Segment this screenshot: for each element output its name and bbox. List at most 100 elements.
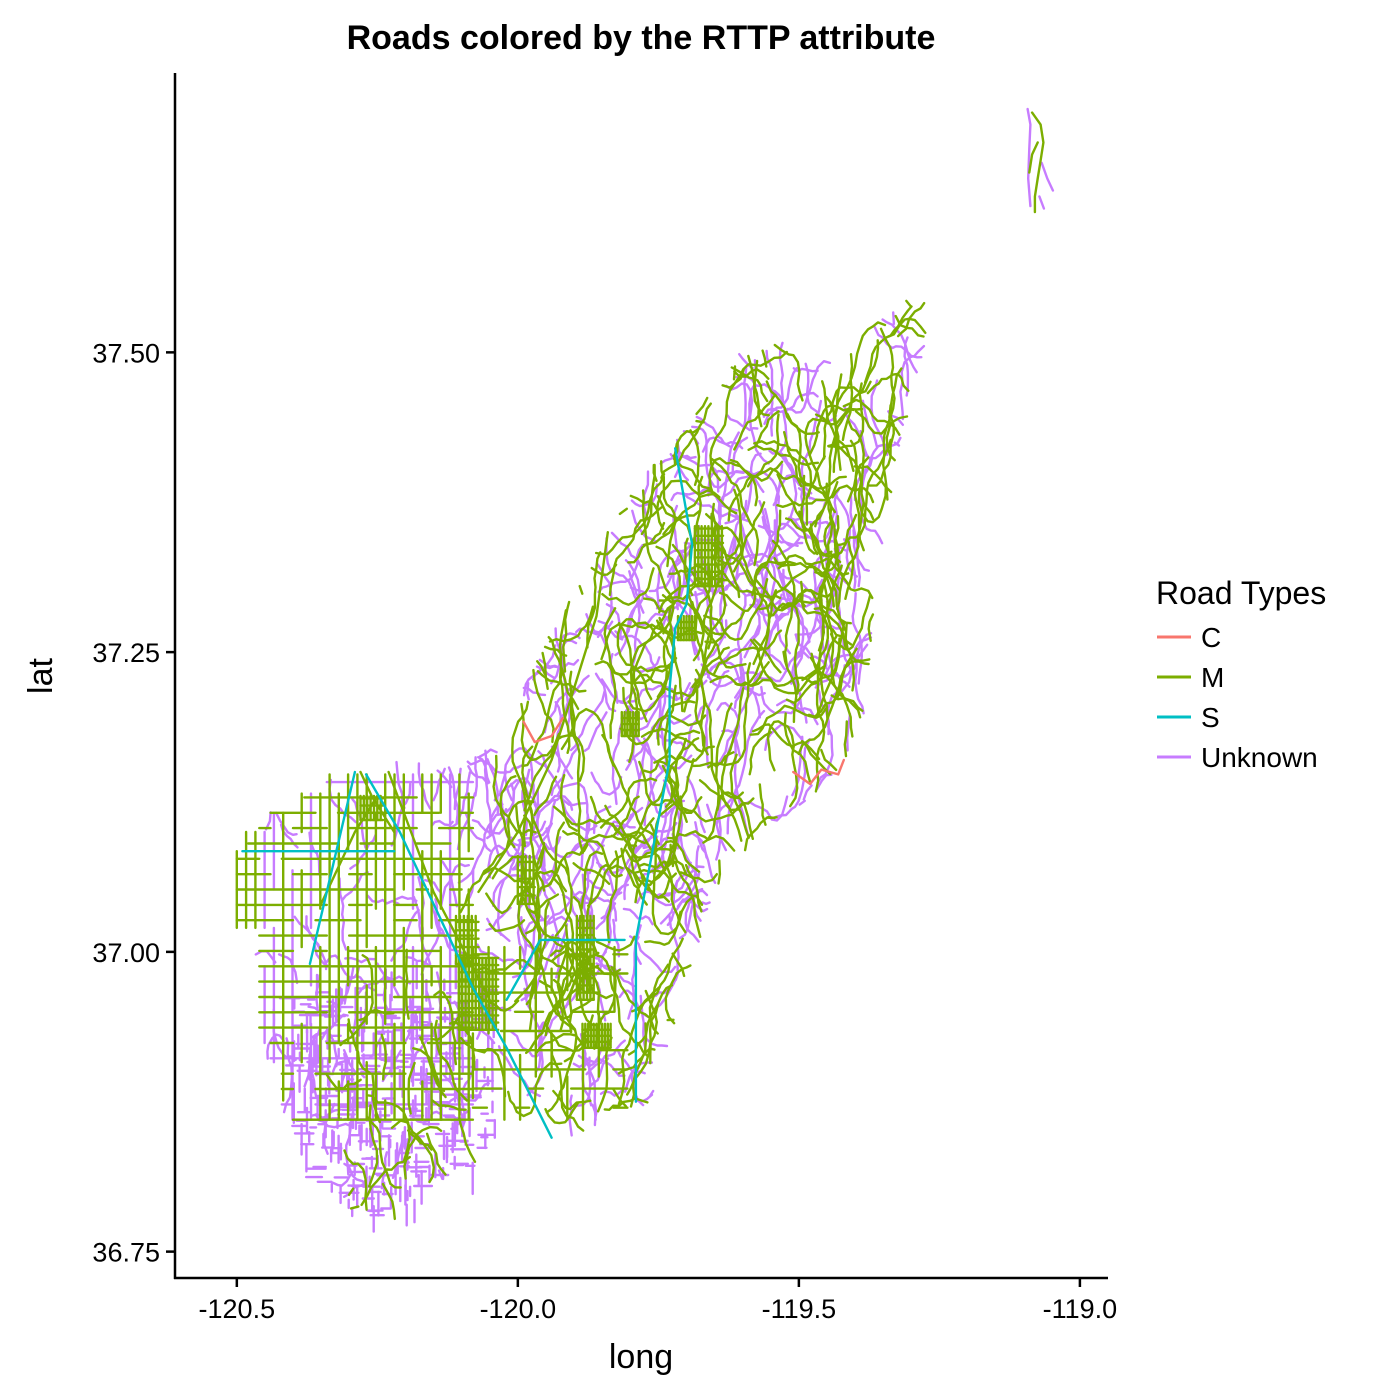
- road-segment: [827, 442, 888, 524]
- road-segment: [424, 878, 442, 894]
- y-tick-label: 37.25: [92, 638, 160, 668]
- road-segment: [365, 1115, 402, 1189]
- road-segment: [319, 794, 379, 906]
- road-segment: [672, 454, 717, 498]
- road-segment: [536, 946, 587, 994]
- road-segment: [349, 1205, 360, 1210]
- road-segment: [308, 770, 357, 966]
- road-segment: [797, 647, 858, 756]
- road-segment: [320, 1013, 349, 1041]
- road-segment: [367, 1094, 411, 1162]
- road-series-s-main: [241, 447, 694, 1139]
- road-segment: [482, 866, 531, 893]
- road-series-m: [235, 111, 1045, 1221]
- road-segment: [601, 733, 660, 845]
- road-segment: [549, 940, 621, 976]
- road-segment: [765, 653, 799, 695]
- road-segment: [381, 1182, 396, 1221]
- road-segment: [843, 720, 848, 758]
- road-segment: [629, 1022, 648, 1108]
- road-segment: [561, 949, 592, 994]
- road-segment: [559, 774, 578, 832]
- road-segment: [395, 760, 406, 810]
- road-segment: [749, 638, 826, 695]
- road-segment: [699, 678, 709, 756]
- road-segment: [853, 436, 902, 502]
- road-segment: [656, 619, 684, 713]
- road-segment: [610, 965, 659, 1035]
- road-segment: [533, 939, 557, 1000]
- road-segment: [585, 1039, 626, 1076]
- road-segment: [766, 720, 799, 808]
- road-segment: [709, 589, 777, 687]
- road-segment: [863, 305, 913, 384]
- road-segment: [603, 1097, 649, 1111]
- road-segment: [636, 861, 692, 904]
- road-segment: [765, 349, 774, 437]
- road-segment: [439, 862, 470, 908]
- road-segment: [905, 299, 912, 308]
- road-segment: [713, 629, 783, 675]
- road-segment: [629, 935, 677, 973]
- road-segment: [608, 505, 664, 597]
- road-segment: [844, 541, 855, 600]
- road-segment: [764, 612, 790, 657]
- road-segment: [625, 849, 667, 872]
- road-segment: [726, 709, 766, 835]
- road-segment: [349, 833, 377, 870]
- road-segment: [691, 425, 736, 489]
- road-segment: [733, 393, 777, 451]
- road-segment: [407, 1061, 416, 1115]
- road-segment: [649, 1089, 655, 1097]
- legend-label-s: S: [1201, 702, 1220, 733]
- road-segment: [1028, 141, 1039, 174]
- road-segment: [734, 686, 766, 699]
- road-segment: [748, 731, 772, 776]
- road-segment: [499, 775, 517, 849]
- road-segment: [432, 767, 446, 802]
- road-segment: [380, 1033, 387, 1081]
- road-segment: [643, 737, 680, 818]
- road-segment: [641, 489, 675, 635]
- road-segment: [507, 1061, 563, 1118]
- road-segment: [596, 1036, 613, 1113]
- road-segment: [544, 1102, 579, 1125]
- road-segment: [804, 417, 837, 514]
- road-segment: [758, 557, 850, 611]
- road-segment: [323, 1102, 336, 1155]
- road-segment: [474, 756, 478, 797]
- road-segment: [516, 921, 529, 1001]
- road-segment: [672, 556, 686, 611]
- road-segment: [535, 843, 589, 928]
- road-segment: [492, 840, 522, 907]
- road-segment: [717, 488, 744, 566]
- road-segment: [1026, 107, 1032, 208]
- road-segment: [659, 802, 668, 870]
- road-segment: [614, 559, 641, 657]
- road-segment: [813, 607, 856, 692]
- road-segment: [303, 1025, 322, 1088]
- legend-entries: CMS Unknown: [1157, 622, 1318, 773]
- road-segment: [601, 567, 655, 606]
- road-segment: [662, 509, 701, 536]
- road-segment: [538, 980, 575, 1031]
- road-segment: [605, 603, 622, 639]
- road-segment: [849, 486, 861, 588]
- road-segment: [822, 380, 872, 460]
- road-segment: [477, 531, 609, 894]
- road-segment: [369, 1008, 385, 1059]
- road-segment: [701, 901, 711, 906]
- road-segment: [347, 1018, 371, 1074]
- highlighted-routes-layer: [241, 447, 845, 1139]
- road-segment: [783, 712, 812, 784]
- road-segment: [724, 452, 762, 525]
- legend-label-unknown: Unknown: [1201, 742, 1318, 773]
- road-segment: [885, 404, 896, 462]
- road-segment: [660, 402, 712, 479]
- road-segment: [717, 859, 722, 885]
- road-segment: [420, 920, 441, 976]
- road-segment: [866, 372, 910, 395]
- road-segment: [1038, 195, 1046, 210]
- road-segment: [594, 657, 675, 676]
